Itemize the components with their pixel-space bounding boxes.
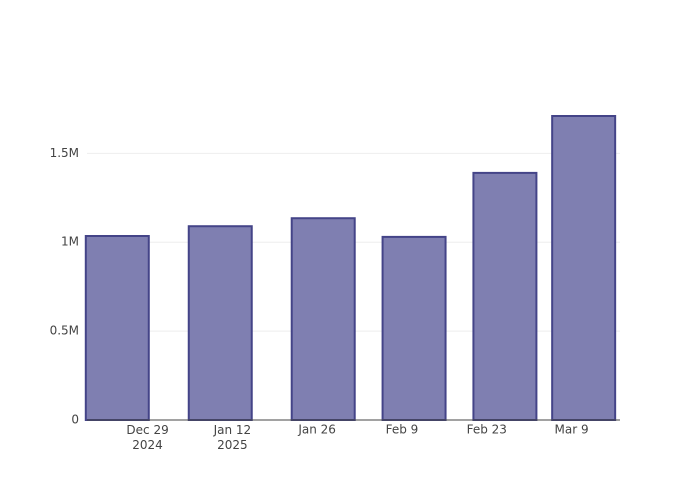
bar [472, 171, 538, 421]
y-tick-label: 1M [61, 235, 79, 249]
x-tick-label: Feb 9 [386, 423, 419, 437]
bar [290, 217, 356, 421]
bar [381, 235, 447, 421]
y-tick-label: 0.5M [50, 324, 79, 338]
x-tick-label: Jan 26 [297, 423, 336, 437]
y-tick-label: 1.5M [50, 146, 79, 160]
x-tick-label: Mar 9 [554, 423, 588, 437]
x-tick-label: Feb 23 [467, 423, 507, 437]
bar [84, 235, 150, 421]
x-tick-label: Dec 29 2024 [126, 423, 168, 452]
y-tick-label: 0 [71, 413, 79, 427]
bar [551, 115, 617, 421]
bar [187, 225, 253, 421]
x-tick-label: Jan 12 2025 [213, 423, 252, 452]
